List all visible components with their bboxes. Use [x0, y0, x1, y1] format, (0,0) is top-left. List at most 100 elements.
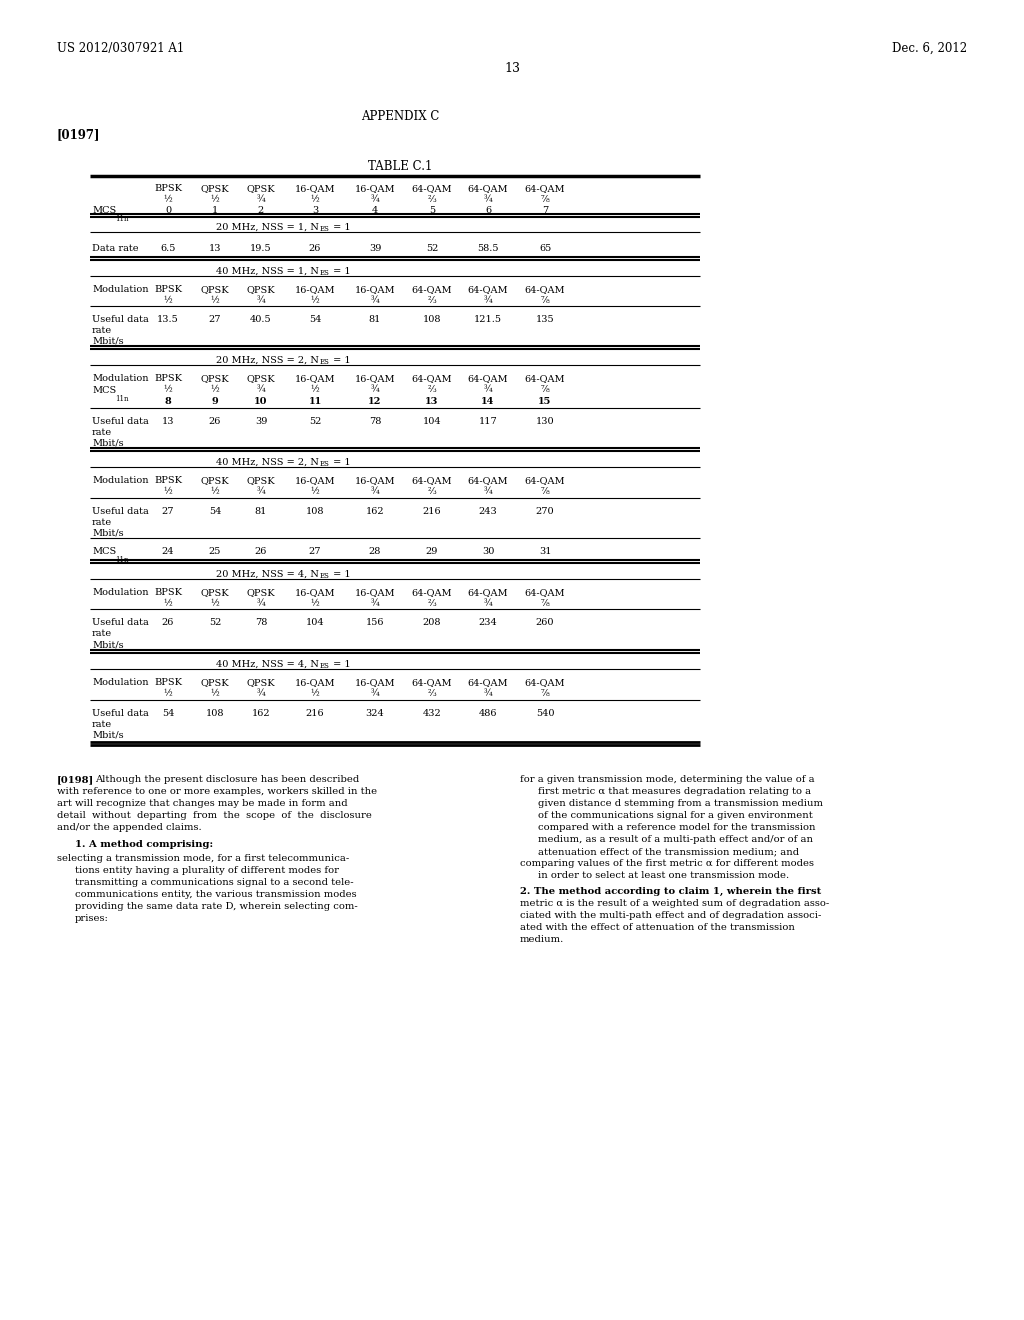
- Text: ES: ES: [319, 663, 330, 671]
- Text: Useful data: Useful data: [92, 315, 148, 323]
- Text: 104: 104: [423, 417, 441, 426]
- Text: QPSK: QPSK: [201, 678, 229, 686]
- Text: ciated with the multi-path effect and of degradation associ-: ciated with the multi-path effect and of…: [520, 911, 821, 920]
- Text: QPSK: QPSK: [201, 374, 229, 383]
- Text: [0198]: [0198]: [57, 775, 94, 784]
- Text: = 1: = 1: [330, 458, 350, 467]
- Text: 64-QAM: 64-QAM: [468, 587, 508, 597]
- Text: MCS: MCS: [92, 546, 117, 556]
- Text: QPSK: QPSK: [247, 285, 275, 294]
- Text: ⅞: ⅞: [541, 385, 549, 393]
- Text: 39: 39: [255, 417, 267, 426]
- Text: ES: ES: [319, 572, 330, 579]
- Text: ES: ES: [319, 459, 330, 469]
- Text: first metric α that measures degradation relating to a: first metric α that measures degradation…: [538, 787, 811, 796]
- Text: for a given transmission mode, determining the value of a: for a given transmission mode, determini…: [520, 775, 815, 784]
- Text: 64-QAM: 64-QAM: [412, 587, 453, 597]
- Text: Mbit/s: Mbit/s: [92, 731, 124, 741]
- Text: BPSK: BPSK: [154, 587, 182, 597]
- Text: BPSK: BPSK: [154, 374, 182, 383]
- Text: transmitting a communications signal to a second tele-: transmitting a communications signal to …: [75, 878, 353, 887]
- Text: 19.5: 19.5: [250, 244, 271, 253]
- Text: 64-QAM: 64-QAM: [412, 477, 453, 484]
- Text: ½: ½: [310, 385, 319, 393]
- Text: rate: rate: [92, 517, 112, 527]
- Text: MCS: MCS: [92, 206, 117, 215]
- Text: Useful data: Useful data: [92, 618, 148, 627]
- Text: ⅞: ⅞: [541, 599, 549, 609]
- Text: 64-QAM: 64-QAM: [524, 183, 565, 193]
- Text: 10: 10: [254, 397, 267, 407]
- Text: QPSK: QPSK: [201, 183, 229, 193]
- Text: Mbit/s: Mbit/s: [92, 337, 124, 346]
- Text: 64-QAM: 64-QAM: [524, 477, 565, 484]
- Text: ½: ½: [310, 296, 319, 305]
- Text: Useful data: Useful data: [92, 507, 148, 516]
- Text: compared with a reference model for the transmission: compared with a reference model for the …: [538, 822, 815, 832]
- Text: 25: 25: [209, 546, 221, 556]
- Text: ¾: ¾: [257, 385, 265, 393]
- Text: ⅔: ⅔: [428, 296, 436, 305]
- Text: BPSK: BPSK: [154, 477, 182, 484]
- Text: ¾: ¾: [257, 689, 265, 698]
- Text: 16-QAM: 16-QAM: [354, 183, 395, 193]
- Text: 270: 270: [536, 507, 554, 516]
- Text: ¾: ¾: [257, 487, 265, 496]
- Text: communications entity, the various transmission modes: communications entity, the various trans…: [75, 890, 356, 899]
- Text: Data rate: Data rate: [92, 244, 138, 253]
- Text: 13: 13: [504, 62, 520, 75]
- Text: ½: ½: [164, 599, 172, 609]
- Text: 14: 14: [481, 397, 495, 407]
- Text: 324: 324: [366, 709, 384, 718]
- Text: 26: 26: [255, 546, 267, 556]
- Text: art will recognize that changes may be made in form and: art will recognize that changes may be m…: [57, 799, 347, 808]
- Text: 13: 13: [162, 417, 174, 426]
- Text: 108: 108: [306, 507, 325, 516]
- Text: medium.: medium.: [520, 935, 564, 944]
- Text: prises:: prises:: [75, 913, 109, 923]
- Text: 3: 3: [312, 206, 318, 215]
- Text: ¾: ¾: [371, 195, 379, 205]
- Text: ES: ES: [319, 358, 330, 366]
- Text: 12: 12: [369, 397, 382, 407]
- Text: QPSK: QPSK: [247, 587, 275, 597]
- Text: 16-QAM: 16-QAM: [354, 285, 395, 294]
- Text: QPSK: QPSK: [201, 477, 229, 484]
- Text: 26: 26: [209, 417, 221, 426]
- Text: 64-QAM: 64-QAM: [468, 678, 508, 686]
- Text: attenuation effect of the transmission medium; and: attenuation effect of the transmission m…: [538, 847, 799, 855]
- Text: ½: ½: [164, 689, 172, 698]
- Text: 24: 24: [162, 546, 174, 556]
- Text: 29: 29: [426, 546, 438, 556]
- Text: ½: ½: [164, 487, 172, 496]
- Text: 58.5: 58.5: [477, 244, 499, 253]
- Text: 78: 78: [255, 618, 267, 627]
- Text: = 1: = 1: [330, 223, 350, 232]
- Text: ¾: ¾: [371, 385, 379, 393]
- Text: 1: 1: [212, 206, 218, 215]
- Text: Dec. 6, 2012: Dec. 6, 2012: [892, 42, 967, 55]
- Text: ½: ½: [310, 599, 319, 609]
- Text: 40 MHz, NSS = 2, N: 40 MHz, NSS = 2, N: [216, 458, 319, 467]
- Text: 52: 52: [209, 618, 221, 627]
- Text: ¾: ¾: [371, 296, 379, 305]
- Text: QPSK: QPSK: [247, 374, 275, 383]
- Text: selecting a transmission mode, for a first telecommunica-: selecting a transmission mode, for a fir…: [57, 854, 349, 863]
- Text: TABLE C.1: TABLE C.1: [368, 160, 432, 173]
- Text: 52: 52: [309, 417, 322, 426]
- Text: of the communications signal for a given environment: of the communications signal for a given…: [538, 810, 813, 820]
- Text: 16-QAM: 16-QAM: [354, 587, 395, 597]
- Text: 40.5: 40.5: [250, 315, 271, 323]
- Text: ⅞: ⅞: [541, 195, 549, 205]
- Text: = 1: = 1: [330, 570, 350, 579]
- Text: 65: 65: [539, 244, 551, 253]
- Text: rate: rate: [92, 326, 112, 335]
- Text: 64-QAM: 64-QAM: [468, 285, 508, 294]
- Text: QPSK: QPSK: [201, 587, 229, 597]
- Text: rate: rate: [92, 630, 112, 638]
- Text: 16-QAM: 16-QAM: [295, 285, 335, 294]
- Text: = 1: = 1: [330, 267, 350, 276]
- Text: QPSK: QPSK: [247, 477, 275, 484]
- Text: 117: 117: [478, 417, 498, 426]
- Text: rate: rate: [92, 428, 112, 437]
